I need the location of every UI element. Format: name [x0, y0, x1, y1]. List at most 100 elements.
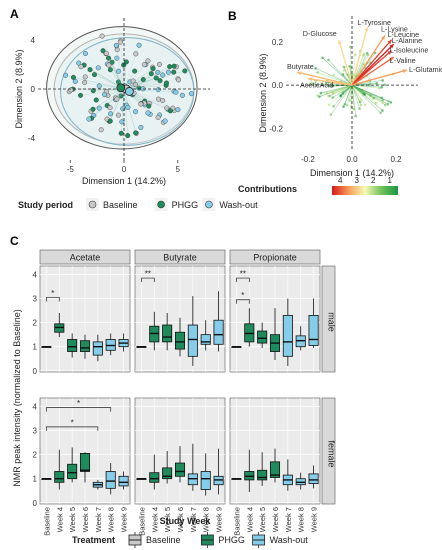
loading-arrow-faint-head [362, 92, 366, 95]
sample-point [171, 63, 177, 69]
loading-label: L-GlutamicAcid [409, 65, 442, 74]
y-tick-label: 2 [33, 319, 38, 328]
loading-arrow [351, 35, 386, 86]
legend-tick-label: 1 [388, 176, 393, 185]
sample-point [132, 82, 138, 88]
legend-label: Baseline [103, 200, 138, 210]
sample-spoke [123, 88, 137, 134]
sample-point [72, 78, 78, 84]
sample-point [148, 71, 154, 77]
sample-spoke [105, 53, 125, 90]
loading-arrow-faint [317, 72, 353, 86]
sample-spoke [121, 88, 125, 134]
x-tick-label: Baseline [137, 507, 146, 536]
boxplot-panel: Acetate Butyrate Propionate male female * 0 1 2 3… [12, 249, 337, 548]
panel-label-a: A [10, 7, 19, 21]
loading-arrow-faint [319, 84, 353, 97]
sample-spoke [116, 45, 125, 90]
sample-point [115, 112, 121, 118]
facet-strip-row [321, 397, 336, 505]
loading-arrow-faint-head [369, 94, 372, 97]
facet-panel: ** [134, 265, 226, 373]
sample-point [167, 64, 173, 70]
sample-point [82, 74, 88, 80]
facet-strip-column [39, 249, 131, 265]
loading-arrow-faint-head [341, 73, 345, 76]
loading-arrow-faint-head [353, 53, 357, 57]
sample-point [171, 69, 177, 75]
loading-arrow-faint-head [387, 99, 390, 103]
loading-arrow-faint-head [372, 96, 376, 100]
significance-bracket [236, 277, 250, 283]
box [162, 324, 173, 343]
sample-point [103, 50, 109, 56]
box [105, 471, 116, 489]
sample-point [113, 42, 119, 48]
x-tick-label: Week 8 [107, 507, 116, 532]
x-tick-label: Week 7 [94, 507, 103, 532]
group-centroid [124, 87, 134, 96]
loading-arrow-faint [351, 85, 357, 116]
loading-arrow-faint-head [381, 98, 385, 102]
y-tick-label: 4 [33, 402, 38, 411]
loading-arrow-faint-head [368, 83, 372, 86]
loading-arrow-faint-head [327, 58, 330, 62]
loading-arrow [351, 50, 393, 86]
x-tick-label: Week 9 [120, 507, 129, 532]
legend-tick-label: 2 [371, 176, 376, 185]
loading-arrow-faint-head [358, 100, 362, 104]
loading-arrow-faint [322, 57, 353, 86]
loading-arrow-head [364, 26, 369, 32]
sample-spoke [123, 88, 128, 136]
loading-arrow [296, 71, 353, 86]
loading-arrow-faint-head [343, 102, 347, 106]
facet-panel: *** [229, 265, 321, 373]
sample-spoke [91, 88, 125, 119]
sample-point [179, 92, 185, 98]
loading-arrow-head [402, 69, 407, 73]
significance-label: ** [240, 270, 246, 279]
facet-strip-column [134, 249, 226, 265]
sample-point [160, 72, 166, 78]
sample-point [133, 109, 139, 115]
box [187, 324, 198, 357]
loading-arrow-faint-head [381, 109, 384, 112]
sample-point [63, 72, 69, 78]
loading-arrow-faint-head [362, 62, 366, 66]
facet-panel: * * 0 1 2 3 4 Baseline Week 4 Week 5 Week 6 Week 7 W… [33, 397, 131, 536]
facet-strip-label: Propionate [253, 253, 297, 263]
loading-arrow-faint [351, 84, 370, 86]
loading-arrow-faint-head [341, 65, 345, 69]
loading-arrow-faint [317, 84, 353, 96]
contributions-legend: Contributions 4 3 2 1 [238, 176, 398, 195]
sample-point [106, 55, 112, 61]
x-tick-label: Week 6 [271, 507, 280, 532]
sample-point [145, 110, 151, 116]
sample-point [157, 78, 163, 84]
loading-arrow-faint-head [339, 94, 342, 98]
sample-point [182, 68, 188, 74]
x-tick-label: Week 5 [163, 507, 172, 532]
box [257, 469, 268, 481]
loading-arrow [351, 26, 369, 86]
x-tick-label: Week 8 [202, 507, 211, 532]
loading-arrow-faint-head [354, 114, 358, 118]
treatment-legend: Treatment Baseline PHGG Wash-out [72, 532, 308, 548]
loading-arrow-faint-head [318, 95, 321, 98]
loading-arrow-faint-head [363, 103, 367, 107]
significance-label: ** [145, 270, 151, 279]
x-tick-label: Week 5 [258, 507, 267, 532]
loading-arrow-faint-head [386, 102, 390, 106]
sample-spoke [118, 88, 125, 116]
loading-arrow-faint [333, 74, 353, 86]
sample-spoke [116, 58, 125, 90]
sample-spoke [123, 88, 183, 96]
sample-point [102, 92, 108, 98]
x-tick-label: Week 7 [189, 507, 198, 532]
loading-arrow-faint-head [316, 71, 319, 74]
x-tick-label: Week 7 [284, 507, 293, 532]
loading-arrow-faint-head [342, 69, 346, 72]
x-axis-label: Dimension 1 (14.2%) [310, 168, 394, 178]
loading-arrow-faint-head [329, 113, 333, 116]
